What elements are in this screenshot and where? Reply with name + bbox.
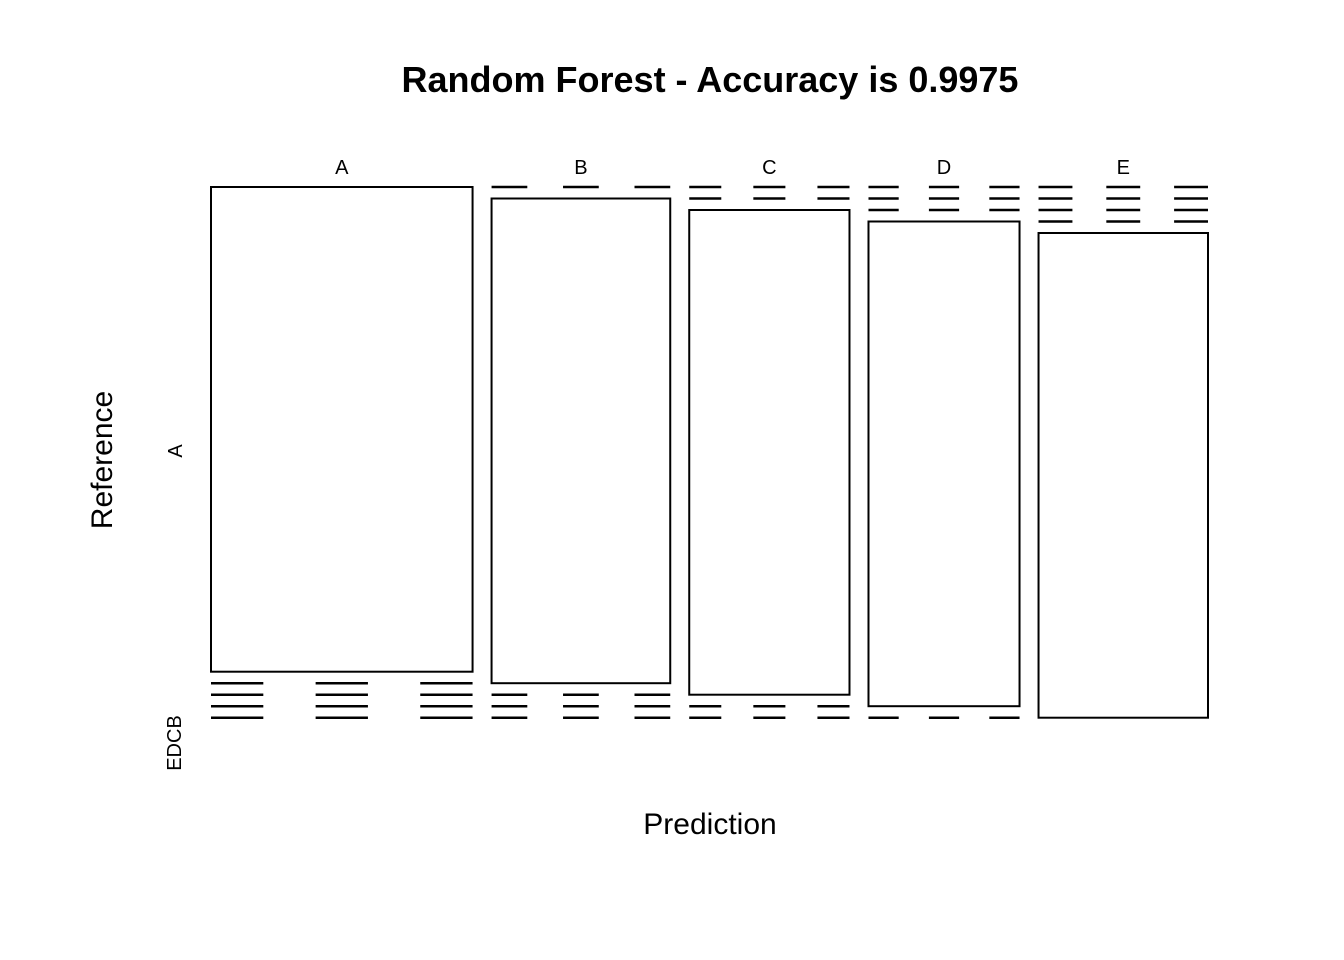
x-tick-label-e: E <box>1117 157 1130 179</box>
cell-pred-d-ref-d <box>867 220 1021 708</box>
x-tick-label-c: C <box>762 157 776 179</box>
y-tick-label-a: A <box>165 444 187 458</box>
mosaic-cells <box>210 185 1210 719</box>
x-tick-label-b: B <box>574 157 587 179</box>
cell-pred-c-ref-c <box>688 209 851 696</box>
chart-title: Random Forest - Accuracy is 0.9975 <box>402 59 1019 100</box>
x-axis-label: Prediction <box>643 808 776 841</box>
x-tick-label-d: D <box>937 157 951 179</box>
cell-pred-e-ref-e <box>1037 232 1210 719</box>
cell-pred-a-ref-a <box>210 186 474 673</box>
x-tick-label-a: A <box>335 157 349 179</box>
y-axis-label: Reference <box>86 391 119 529</box>
x-tick-labels: A B C D E <box>335 157 1130 179</box>
cell-pred-b-ref-b <box>490 197 672 685</box>
y-tick-label-edcb: EDCB <box>164 715 186 771</box>
